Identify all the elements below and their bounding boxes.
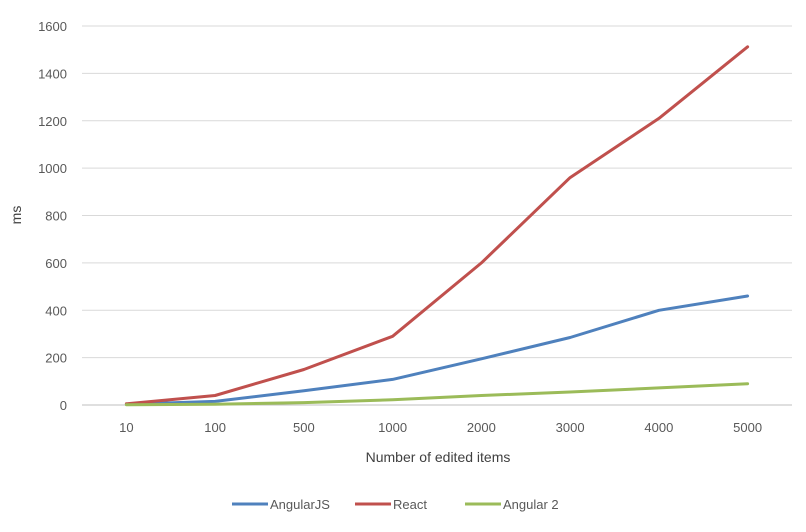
legend-label: React [393, 497, 427, 512]
y-tick-label: 400 [45, 303, 67, 318]
y-tick-label: 1200 [38, 114, 67, 129]
series-line-angular-2 [124, 382, 750, 407]
legend-label: Angular 2 [503, 497, 559, 512]
x-tick-label: 10 [119, 420, 133, 435]
y-tick-label: 200 [45, 351, 67, 366]
x-tick-label: 4000 [644, 420, 673, 435]
legend: AngularJS React Angular 2 [232, 497, 559, 512]
series-lines [124, 45, 750, 407]
legend-label: AngularJS [270, 497, 330, 512]
y-tick-label: 800 [45, 209, 67, 224]
x-tick-label: 1000 [378, 420, 407, 435]
y-tick-label: 1000 [38, 161, 67, 176]
x-tick-label: 2000 [467, 420, 496, 435]
y-tick-label: 0 [60, 398, 67, 413]
x-tick-label: 500 [293, 420, 315, 435]
y-axis-title: ms [8, 206, 24, 225]
gridlines [82, 25, 792, 359]
x-axis-title: Number of edited items [366, 449, 511, 465]
y-axis-ticks: 0 200 400 600 800 1000 1200 1400 1600 [38, 19, 67, 413]
x-axis-ticks: 10 100 500 1000 2000 3000 4000 5000 [119, 420, 762, 435]
x-tick-label: 3000 [556, 420, 585, 435]
series-line-react [124, 45, 750, 406]
y-tick-label: 1600 [38, 19, 67, 34]
series-line-angularjs [124, 294, 750, 406]
x-tick-label: 5000 [733, 420, 762, 435]
y-tick-label: 600 [45, 256, 67, 271]
x-tick-label: 100 [204, 420, 226, 435]
y-tick-label: 1400 [38, 66, 67, 81]
